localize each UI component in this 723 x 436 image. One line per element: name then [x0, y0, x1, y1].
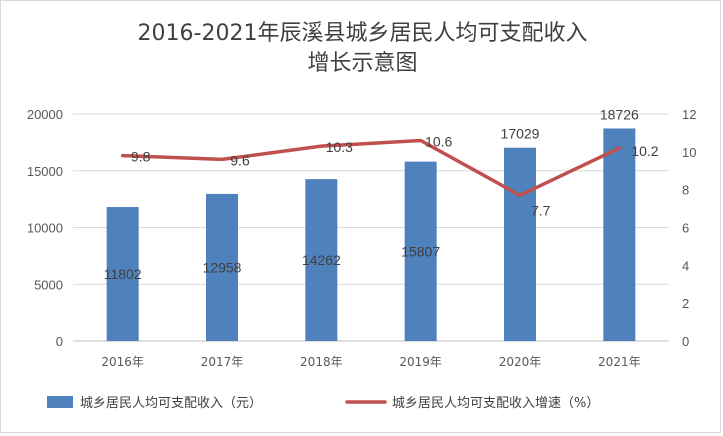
- y-left-tick-label: 20000: [27, 107, 63, 122]
- growth-rate-point: [319, 144, 323, 148]
- y-left-tick-label: 15000: [27, 164, 63, 179]
- bar-data-label: 18726: [600, 106, 639, 122]
- y-left-tick-label: 10000: [27, 221, 63, 236]
- growth-rate-point: [419, 138, 423, 142]
- y-right-tick-label: 12: [682, 107, 696, 122]
- y-right-tick-label: 10: [682, 145, 696, 160]
- growth-rate-point: [617, 146, 621, 150]
- growth-rate-point: [518, 193, 522, 197]
- y-left-tick-label: 5000: [34, 277, 63, 292]
- y-left-tick-label: 0: [56, 334, 63, 349]
- legend-bar-label: 城乡居民人均可支配收入（元）: [80, 396, 262, 411]
- y-right-tick-label: 4: [682, 258, 689, 273]
- x-category-label: 2019年: [399, 355, 442, 369]
- bar: [206, 193, 238, 341]
- line-data-label: 7.7: [531, 202, 551, 218]
- chart-title: 2016-2021年辰溪县城乡居民人均可支配收入 增长示意图: [1, 19, 723, 79]
- bar-data-label: 17029: [501, 126, 540, 142]
- x-category-label: 2021年: [598, 355, 641, 369]
- bar: [404, 161, 437, 341]
- line-data-label: 9.8: [131, 149, 151, 165]
- bar: [603, 128, 636, 341]
- legend-line-label: 城乡居民人均可支配收入增速（%）: [392, 396, 599, 411]
- bar-data-label: 12958: [203, 259, 242, 275]
- line-data-label: 10.2: [631, 143, 658, 159]
- bar: [504, 147, 536, 341]
- y-right-tick-label: 8: [682, 183, 689, 198]
- legend-bar-swatch: [47, 396, 73, 408]
- growth-rate-line: [120, 138, 622, 198]
- growth-rate-point: [220, 157, 224, 161]
- bar: [106, 207, 139, 341]
- growth-rate-point: [121, 154, 125, 158]
- line-data-label: 9.6: [230, 152, 250, 168]
- x-category-label: 2017年: [201, 355, 244, 369]
- x-category-label: 2016年: [101, 355, 144, 369]
- y-right-tick-label: 2: [682, 296, 689, 311]
- y-right-tick-label: 6: [682, 221, 689, 236]
- bar-data-label: 11802: [104, 266, 142, 282]
- x-category-label: 2020年: [499, 355, 542, 369]
- bar-data-label: 14262: [302, 252, 341, 268]
- line-data-label: 10.6: [425, 133, 452, 149]
- bar: [305, 179, 338, 341]
- chart-title-line1: 2016-2021年辰溪县城乡居民人均可支配收入: [137, 21, 588, 46]
- bar-data-label: 15807: [401, 243, 440, 259]
- chart-title-line2: 增长示意图: [307, 51, 418, 76]
- x-category-label: 2018年: [300, 355, 343, 369]
- y-right-tick-label: 0: [682, 334, 689, 349]
- line-data-label: 10.3: [326, 139, 353, 155]
